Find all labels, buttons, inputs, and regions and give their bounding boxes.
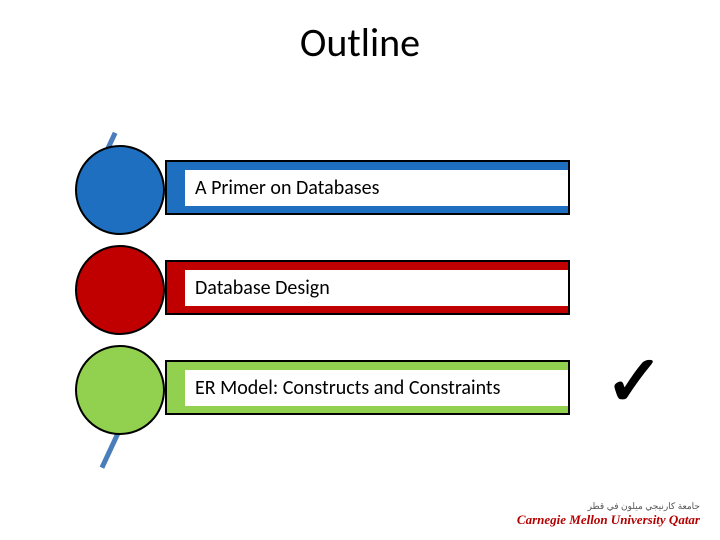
outline-bar-3: ER Model: Constructs and Constraints [165, 360, 570, 415]
footer-logo: جامعة كارنيجي ميلون في قطر Carnegie Mell… [517, 501, 700, 528]
outline-bar-2-label: Database Design [185, 270, 568, 306]
outline-bar-1-label: A Primer on Databases [185, 170, 568, 206]
outline-bar-3-label: ER Model: Constructs and Constraints [185, 370, 568, 406]
outline-circle-3 [75, 345, 165, 435]
outline-circle-1 [75, 145, 165, 235]
outline-circle-2 [75, 245, 165, 335]
outline-bar-2: Database Design [165, 260, 570, 315]
page-title-text: Outline [300, 18, 420, 67]
footer-logo-english: Carnegie Mellon University Qatar [517, 512, 700, 528]
outline-bar-1: A Primer on Databases [165, 160, 570, 215]
slide: Outline A Primer on Databases Database D… [0, 0, 720, 540]
page-title: Outline [0, 18, 720, 67]
footer-logo-arabic: جامعة كارنيجي ميلون في قطر [517, 501, 700, 512]
checkmark-icon: ✓ [605, 340, 664, 422]
